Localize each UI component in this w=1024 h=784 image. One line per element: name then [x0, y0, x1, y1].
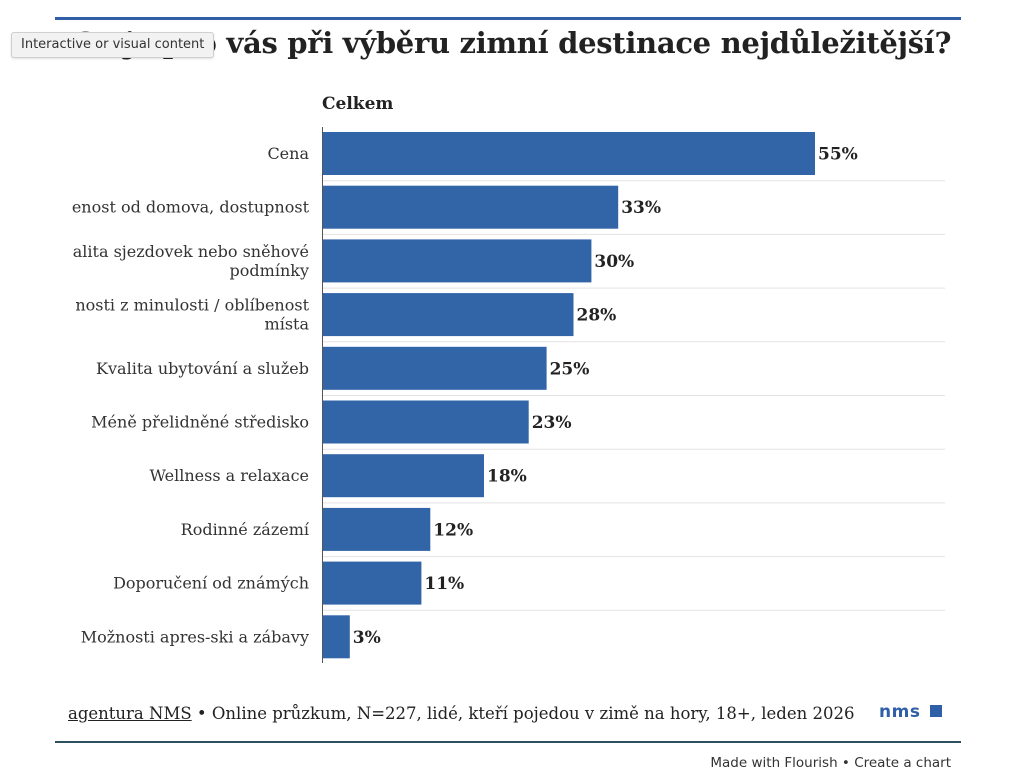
flourish-separator: •	[837, 755, 855, 771]
tooltip: Interactive or visual content	[11, 32, 215, 58]
bar[interactable]	[323, 346, 547, 390]
footer-note: Online průzkum, N=227, lidé, kteří pojed…	[211, 704, 855, 723]
bars[interactable]	[323, 132, 815, 659]
category-label: Cena	[267, 144, 309, 163]
value-label: 11%	[424, 574, 464, 594]
grid-lines	[323, 180, 945, 611]
made-with-flourish-link[interactable]: Made with Flourish	[710, 755, 838, 771]
bar[interactable]	[323, 561, 422, 605]
category-label: Možnosti apres-ski a zábavy	[81, 627, 309, 646]
value-label: 12%	[433, 520, 473, 540]
value-label: 18%	[487, 467, 527, 487]
value-label: 33%	[621, 198, 661, 218]
footer: agentura NMS • Online průzkum, N=227, li…	[68, 704, 854, 723]
bottom-rule	[55, 741, 961, 743]
logo-square-icon	[930, 705, 942, 717]
nms-logo: nms	[879, 702, 921, 722]
category-label: enost od domova, dostupnost	[72, 198, 310, 217]
category-label: Rodinné zázemí	[181, 520, 310, 539]
bar[interactable]	[323, 293, 574, 337]
bar[interactable]	[323, 615, 350, 659]
chart-title: Co je pro vás při výběru zimní destinace…	[72, 26, 952, 60]
category-label: alita sjezdovek nebo sněhové podmínky	[73, 242, 309, 280]
create-chart-link[interactable]: Create a chart	[854, 755, 951, 771]
category-label: Wellness a relaxace	[149, 466, 309, 485]
value-label: 23%	[532, 413, 572, 433]
bar[interactable]	[323, 132, 815, 175]
category-label: Kvalita ubytování a služeb	[96, 359, 309, 378]
bar[interactable]	[323, 400, 529, 444]
category-label: nosti z minulosti / oblíbenost místa	[75, 296, 309, 334]
value-label: 30%	[594, 252, 634, 272]
bar[interactable]	[323, 239, 592, 283]
flourish-credit: Made with Flourish • Create a chart	[710, 755, 951, 771]
value-label: 3%	[353, 628, 381, 648]
value-label: 55%	[818, 145, 858, 165]
source-link[interactable]: agentura NMS	[68, 704, 192, 723]
value-labels: 55% 33% 30% 28% 25% 23% 18% 12% 11% 3%	[353, 145, 858, 648]
bar[interactable]	[323, 185, 619, 229]
category-label: Doporučení od známých	[113, 574, 309, 593]
chart-subtitle: Celkem	[322, 94, 394, 114]
category-label: Méně přelidněné středisko	[91, 413, 309, 432]
bar[interactable]	[323, 454, 484, 498]
top-rule	[55, 17, 961, 20]
value-label: 25%	[550, 359, 590, 379]
value-label: 28%	[577, 306, 617, 326]
category-labels: Cena enost od domova, dostupnost alita sje…	[72, 144, 310, 646]
footer-separator: •	[191, 704, 212, 723]
bar[interactable]	[323, 507, 431, 551]
